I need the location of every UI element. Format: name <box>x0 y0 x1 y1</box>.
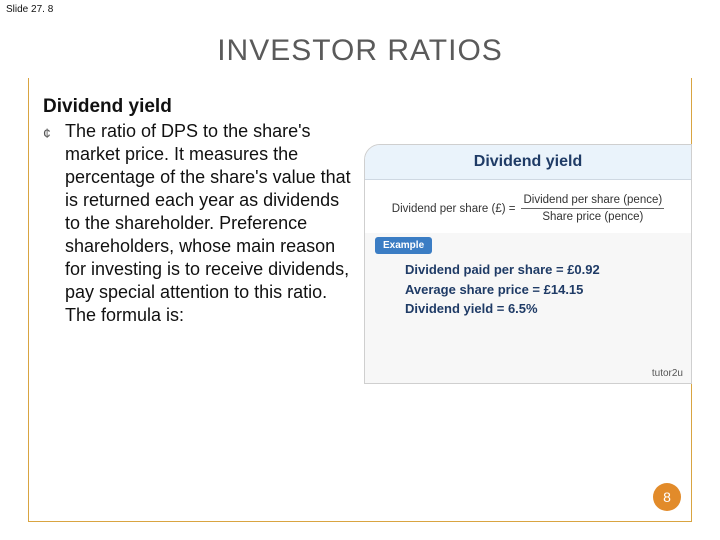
figure-header: Dividend yield <box>365 145 691 180</box>
formula-numerator: Dividend per share (pence) <box>521 194 664 209</box>
content-block: Dividend yield ¢ The ratio of DPS to the… <box>43 96 353 327</box>
formula-lhs: Dividend per share (£) = <box>392 203 516 215</box>
formula: Dividend per share (£) = Dividend per sh… <box>365 180 691 233</box>
bullet-text: The ratio of DPS to the share's market p… <box>65 120 353 327</box>
figure-panel: Dividend yield Dividend per share (£) = … <box>364 144 692 384</box>
page-title: INVESTOR RATIOS <box>29 34 691 68</box>
example-line-1: Dividend paid per share = £0.92 <box>405 260 681 280</box>
example-line-3: Dividend yield = 6.5% <box>405 299 681 319</box>
figure-attribution: tutor2u <box>652 368 683 379</box>
formula-denominator: Share price (pence) <box>542 209 643 223</box>
bullet-marker-icon: ¢ <box>43 120 65 327</box>
corner-label: Slide 27. 8 <box>6 4 53 15</box>
page-number-badge: 8 <box>653 483 681 511</box>
slide-frame: INVESTOR RATIOS Dividend yield ¢ The rat… <box>28 78 692 522</box>
subheading: Dividend yield <box>43 96 353 118</box>
bullet-row: ¢ The ratio of DPS to the share's market… <box>43 120 353 327</box>
formula-fraction: Dividend per share (pence) Share price (… <box>521 194 664 223</box>
example-line-2: Average share price = £14.15 <box>405 280 681 300</box>
example-badge: Example <box>375 237 432 254</box>
figure-header-text: Dividend yield <box>474 153 582 170</box>
example-lines: Dividend paid per share = £0.92 Average … <box>365 258 691 325</box>
slide-page: Slide 27. 8 INVESTOR RATIOS Dividend yie… <box>0 0 720 540</box>
